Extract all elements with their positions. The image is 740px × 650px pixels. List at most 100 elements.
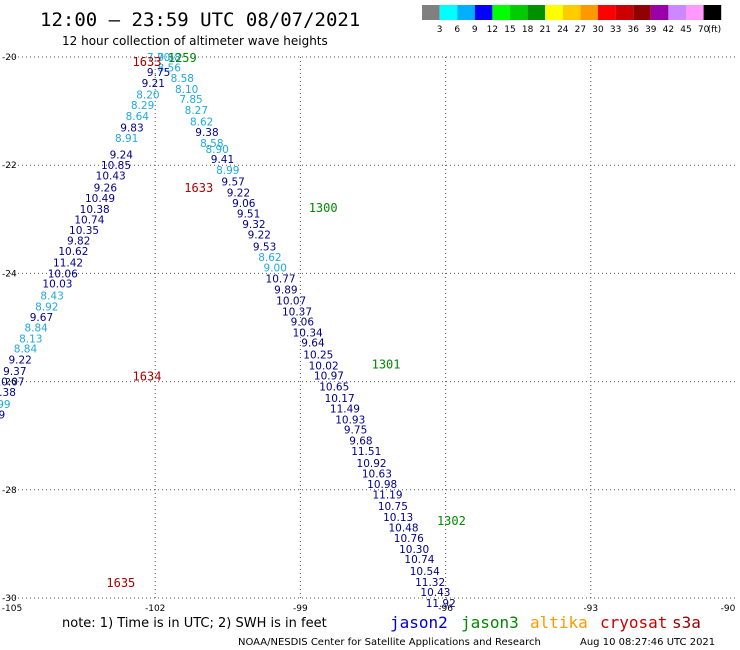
swh-value: 9.38	[0, 387, 16, 399]
colorbar-swatch	[527, 5, 546, 20]
legend-altika: altika	[530, 613, 588, 632]
swh-value: 10.43	[96, 170, 126, 182]
swh-value: 8.10	[175, 84, 198, 96]
pass-time-label: 1634	[133, 370, 162, 384]
swh-value: 10.48	[388, 523, 418, 535]
colorbar-label: 30	[592, 25, 604, 35]
pass-time-label: 1633	[133, 55, 162, 69]
colorbar-swatch	[422, 5, 440, 20]
colorbar-label: 9	[472, 25, 478, 35]
swh-value: 8.13	[19, 333, 42, 345]
legend-jason2: jason2	[390, 613, 448, 632]
swh-value: 9.38	[195, 127, 218, 139]
pass-time-label: 1302	[437, 514, 466, 528]
swh-value: 11.42	[53, 258, 83, 270]
swh-value: 9.21	[142, 78, 165, 90]
colorbar-label: 45	[680, 25, 691, 35]
swh-value: 7.85	[179, 94, 202, 106]
swh-value: 8.20	[136, 89, 159, 101]
colorbar-swatch	[668, 5, 686, 20]
swh-value: 10.98	[367, 479, 397, 491]
swh-value: 9.68	[158, 52, 181, 64]
colorbar-swatch	[650, 5, 669, 20]
swh-value: 10.93	[335, 414, 365, 426]
lat-lon-grid	[10, 56, 736, 599]
swh-value: 10.25	[303, 350, 333, 362]
lon-tick-label: -96	[438, 604, 453, 614]
colorbar-label: 18	[522, 25, 534, 35]
swh-value: 9.75	[344, 425, 367, 437]
timestamp-text: Aug 10 08:27:46 UTC 2021	[580, 637, 715, 648]
swh-value: 10.65	[319, 381, 349, 393]
colorbar-label: 36	[627, 25, 639, 35]
colorbar-swatch	[686, 5, 704, 20]
pass-time-label: 1301	[372, 358, 401, 372]
swh-value: 8.27	[185, 105, 208, 117]
pass-time-label: 1635	[106, 576, 135, 590]
lon-tick-label: -105	[2, 604, 22, 614]
swh-value: 11.32	[415, 577, 445, 589]
swh-value: 10.34	[293, 327, 323, 339]
satellite-legend: jason2 jason3 altika cryosat s3a	[390, 613, 701, 632]
swh-value: 10.06	[48, 268, 78, 280]
swh-value: 9.57	[221, 176, 244, 188]
lat-tick-label: -22	[2, 161, 17, 171]
legend-s3a: s3a	[672, 613, 701, 632]
swh-value: 9.53	[253, 241, 276, 253]
colorbar-label: 21	[539, 25, 550, 35]
swh-value: 8.92	[35, 301, 58, 313]
colorbar-label: 33	[610, 25, 621, 35]
swh-value: 10.92	[357, 458, 387, 470]
swh-value: 8.84	[24, 323, 48, 335]
swh-value: 10.37	[282, 306, 312, 318]
swh-value: 8.64	[126, 111, 150, 123]
map-subtitle: 12 hour collection of altimeter wave hei…	[62, 34, 328, 48]
swh-value: 9.67	[30, 312, 53, 324]
colorbar-swatch	[457, 5, 475, 20]
swh-value: 11.92	[426, 598, 456, 610]
colorbar-label: 39	[645, 25, 657, 35]
colorbar-label: 12	[487, 25, 498, 35]
colorbar-label: 24	[557, 25, 569, 35]
swh-value: 11.49	[330, 404, 360, 416]
swh-value: 11.51	[351, 446, 381, 458]
swh-value: 10.17	[325, 393, 355, 405]
swh-value: 8.58	[171, 73, 194, 85]
swh-value: 8.29	[131, 100, 154, 112]
swh-value: 10.74	[404, 554, 434, 566]
colorbar-legend: 3 6 9 12 15 18 21 24 27 30 33 36 39 42 45 70(ft)	[422, 5, 722, 35]
swh-value: 10.77	[266, 273, 296, 285]
colorbar-swatch	[580, 5, 598, 20]
swh-value: 10.54	[410, 566, 440, 578]
colorbar-label: 15	[504, 25, 515, 35]
swh-value: 10.38	[80, 204, 110, 216]
colorbar-swatch	[510, 5, 528, 20]
lat-tick-label: -26	[2, 378, 17, 388]
colorbar-swatch	[633, 5, 651, 20]
colorbar-swatch	[562, 5, 581, 20]
swh-value: 10.02	[309, 360, 339, 372]
pass-time-label: 1300	[309, 201, 338, 215]
swh-value: 10.85	[101, 160, 131, 172]
swh-value: 10.75	[378, 501, 408, 513]
colorbar-swatch	[474, 5, 493, 20]
colorbar-swatch	[545, 5, 563, 20]
swh-value: 9.06	[291, 317, 315, 329]
swh-value: 9.32	[242, 219, 265, 231]
colorbar-swatch	[703, 5, 722, 20]
swh-value: 9.00	[264, 262, 287, 274]
legend-jason3: jason3	[461, 613, 519, 632]
swh-value: 9.89	[274, 285, 297, 297]
swh-value: 11.19	[372, 490, 402, 502]
lat-tick-label: -20	[2, 53, 17, 63]
pass-time-label: 1633	[184, 181, 213, 195]
swh-value: 9.22	[227, 187, 250, 199]
swh-value: 8.91	[115, 133, 138, 145]
swh-value: 9.22	[248, 229, 271, 241]
swh-value: 9.37	[3, 366, 26, 378]
axis-tick-labels: -105 -102 -99 -96 -93 -90 -20 -22 -24 -26 -28 -30	[2, 53, 736, 614]
swh-value: 8.99	[216, 165, 239, 177]
swh-value: 9.41	[211, 154, 234, 166]
lat-tick-label: -28	[2, 486, 17, 496]
